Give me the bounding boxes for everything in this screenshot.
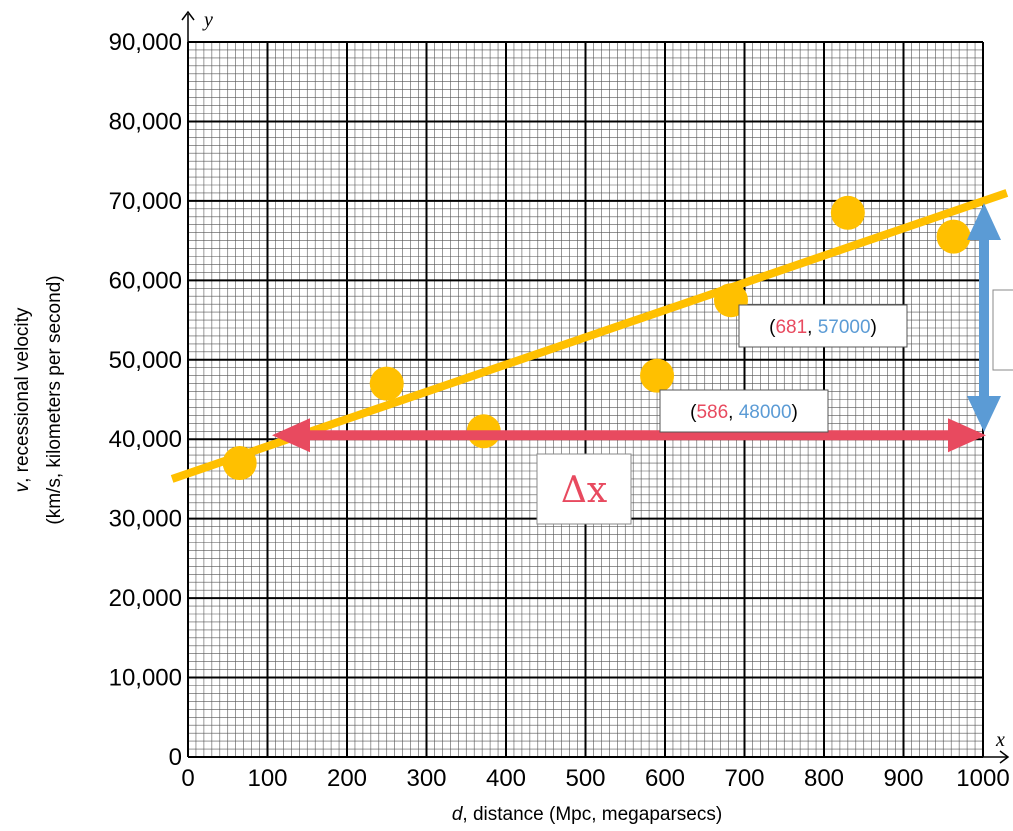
y-tick-label: 70,000 [109,188,182,215]
y-value: 48000 [739,402,792,423]
paren-open: ( [769,317,776,338]
delta-arrows [272,203,1013,453]
y-tick-label: 10,000 [109,665,182,692]
delta-x-arrowhead-left [272,418,310,453]
paren-close: ) [871,317,877,338]
paren-open: ( [690,402,697,423]
x-tick-labels: 0 100 200 300 400 500 600 700 800 900 1000 [181,765,1009,792]
x-tick-label: 900 [883,765,923,792]
x-value: 586 [696,402,728,423]
x-axis-letter: x [995,729,1005,751]
coordinate-label-box [659,389,829,433]
coordinate-annotations: (681, 57000)(586, 48000)Δx [536,304,908,525]
x-tick-label: 100 [247,765,287,792]
data-point [222,446,257,481]
x-value: 681 [775,317,807,338]
data-points [222,195,971,481]
x-tick-label: 700 [724,765,764,792]
delta-x-label-box [536,453,632,525]
data-point [830,195,865,230]
y-tick-label: 40,000 [109,426,182,453]
y-tick-label: 90,000 [109,29,182,56]
data-point [369,366,404,401]
x-tick-label: 400 [486,765,526,792]
y-axis-title-line1: v, recessional velocity [12,307,33,492]
y-tick-label: 60,000 [109,267,182,294]
x-axis-arrowhead [999,750,1010,764]
y-tick-label: 30,000 [109,506,182,533]
data-point [640,358,675,393]
paren-close: ) [792,402,798,423]
x-tick-label: 0 [181,765,194,792]
delta-x-label: Δx [561,470,607,511]
y-tick-label: 0 [169,744,182,771]
x-tick-label: 200 [327,765,367,792]
delta-x-arrowhead-right [948,418,986,453]
x-tick-label: 500 [565,765,605,792]
separator: , [728,402,739,423]
y-tick-label: 50,000 [109,347,182,374]
x-tick-label: 800 [804,765,844,792]
y-axis-title-line2: (km/s, kilometers per second) [44,275,65,524]
x-tick-label: 300 [406,765,446,792]
y-value: 57000 [818,317,871,338]
delta-y-label-box [992,289,1013,371]
y-tick-label: 80,000 [109,108,182,135]
coordinate-label: (586, 48000) [690,402,798,423]
data-point [936,219,971,254]
axes [181,10,1010,764]
y-tick-labels: 0 10,000 20,000 30,000 40,000 50,000 60,000 70,… [109,29,182,771]
delta-y-arrowhead-top [967,203,1001,240]
x-tick-label: 1000 [956,765,1009,792]
y-axis-letter: y [202,9,213,31]
y-axis-arrowhead [181,10,195,21]
separator: , [807,317,818,338]
y-tick-label: 20,000 [109,585,182,612]
delta-y-arrowhead-bottom [967,396,1001,432]
x-tick-label: 600 [645,765,685,792]
x-axis-title: d, distance (Mpc, megaparsecs) [452,804,722,825]
coordinate-label: (681, 57000) [769,317,877,338]
coordinate-label-box [738,304,908,348]
